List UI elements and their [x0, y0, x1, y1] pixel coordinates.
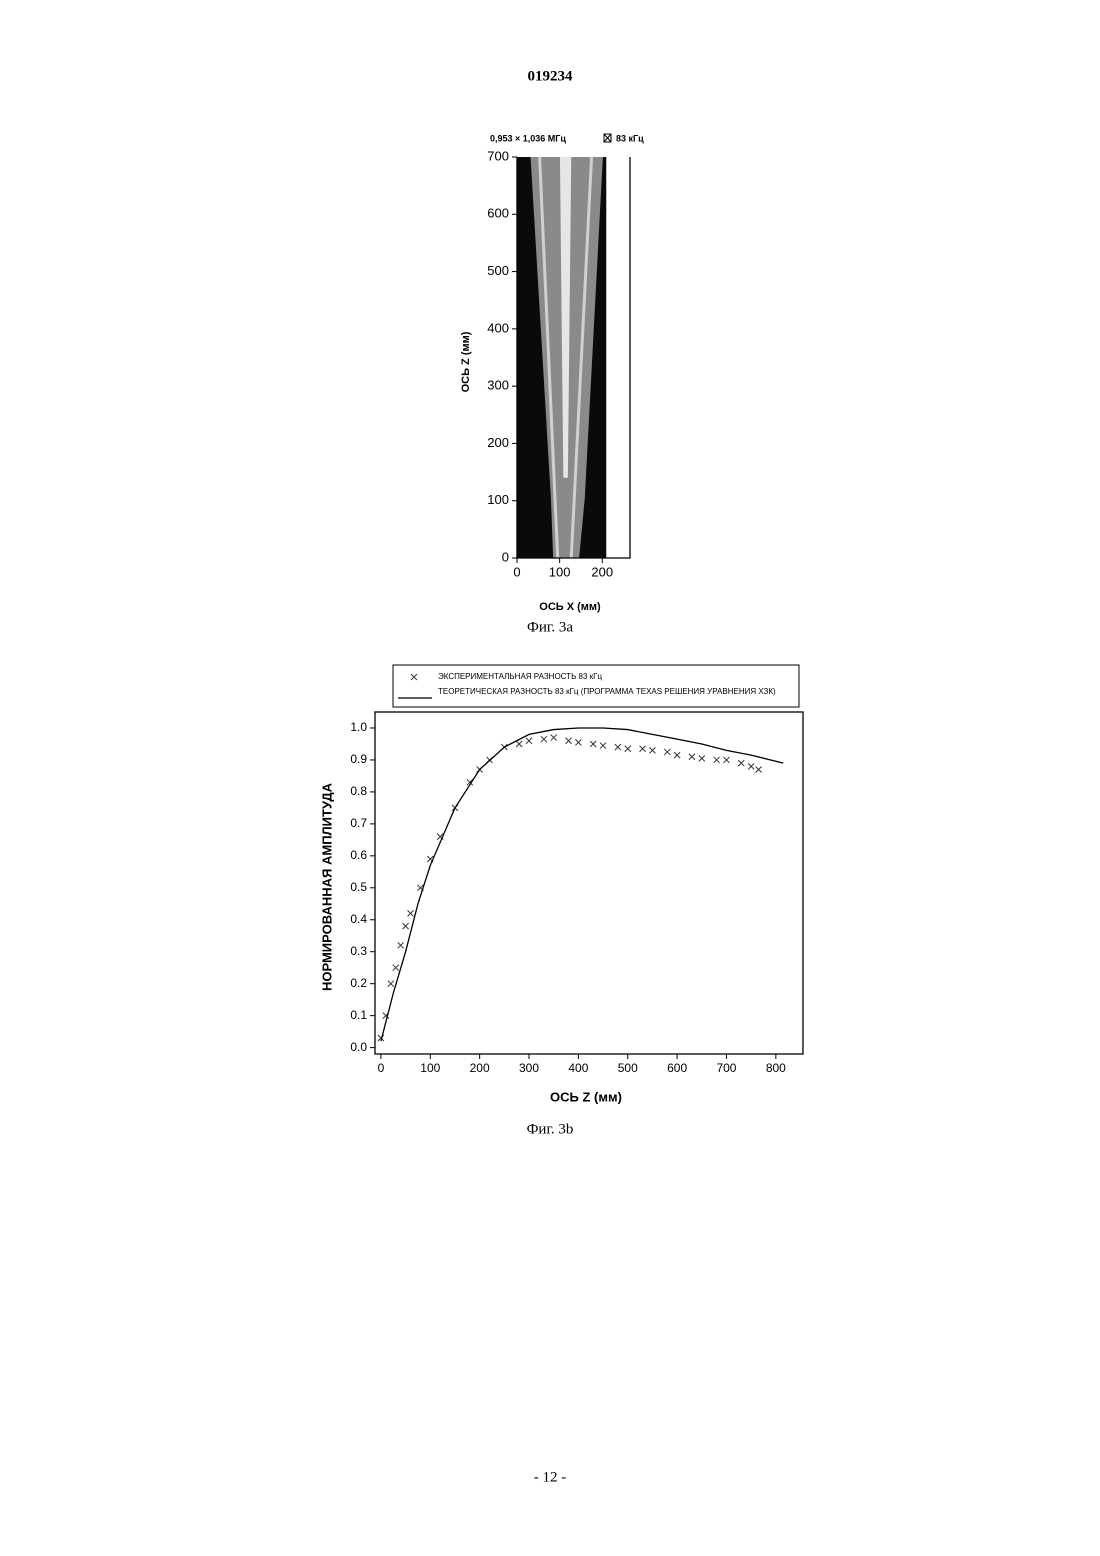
page-number: - 12 -: [534, 1469, 567, 1485]
y-tick-label: 0.8: [350, 784, 367, 798]
y-tick-label: 0.5: [350, 880, 367, 894]
caption: Фиг. 3b: [527, 1121, 574, 1137]
x-tick-label: 800: [766, 1061, 786, 1075]
y-tick-label: 0.1: [350, 1008, 367, 1022]
x-tick-label: 200: [470, 1061, 490, 1075]
y-tick-label: 200: [487, 435, 509, 450]
y-tick-label: 700: [487, 148, 509, 163]
page-canvas: 019234 0,953 × 1,036 МГц 83 кГц ОСЬ X (м…: [0, 0, 1100, 1556]
x-tick-label: 700: [716, 1061, 736, 1075]
y-axis-label: ОСЬ Z (мм): [460, 331, 472, 392]
y-tick-label: 300: [487, 378, 509, 393]
x-tick-label: 100: [420, 1061, 440, 1075]
chart-title: 0,953 × 1,036 МГц: [490, 133, 566, 143]
x-axis-label: ОСЬ X (мм): [539, 601, 601, 613]
y-tick-label: 0.2: [350, 976, 367, 990]
y-tick-label: 400: [487, 320, 509, 335]
y-tick-label: 0.9: [350, 752, 367, 766]
y-tick-label: 500: [487, 263, 509, 278]
page: {"header": {"doc_number": "019234"}, "ch…: [0, 0, 1100, 1556]
caption: Фиг. 3a: [527, 619, 573, 635]
x-tick-label: 0: [513, 564, 520, 579]
y-tick-label: 100: [487, 492, 509, 507]
legend-label: 83 кГц: [616, 133, 644, 143]
y-tick-label: 0.7: [350, 816, 367, 830]
y-tick-label: 0.0: [350, 1040, 367, 1054]
y-tick-label: 0.4: [350, 912, 367, 926]
y-axis-label: НОРМИРОВАННАЯ АМПЛИТУДА: [319, 782, 334, 991]
doc-number: 019234: [528, 68, 574, 84]
y-tick-label: 0.6: [350, 848, 367, 862]
y-tick-label: 600: [487, 206, 509, 221]
y-tick-label: 0: [502, 549, 509, 564]
x-tick-label: 500: [618, 1061, 638, 1075]
legend-label: ЭКСПЕРИМЕНТАЛЬНАЯ РАЗНОСТЬ 83 кГц: [438, 672, 602, 681]
legend-label: ТЕОРЕТИЧЕСКАЯ РАЗНОСТЬ 83 кГц (ПРОГРАММА…: [438, 687, 776, 696]
x-tick-label: 400: [568, 1061, 588, 1075]
y-tick-label: 1.0: [350, 720, 367, 734]
x-axis-label: ОСЬ Z (мм): [550, 1089, 622, 1104]
y-tick-label: 0.3: [350, 944, 367, 958]
x-tick-label: 200: [591, 564, 613, 579]
x-tick-label: 100: [549, 564, 571, 579]
x-tick-label: 0: [378, 1061, 385, 1075]
x-tick-label: 300: [519, 1061, 539, 1075]
x-tick-label: 600: [667, 1061, 687, 1075]
